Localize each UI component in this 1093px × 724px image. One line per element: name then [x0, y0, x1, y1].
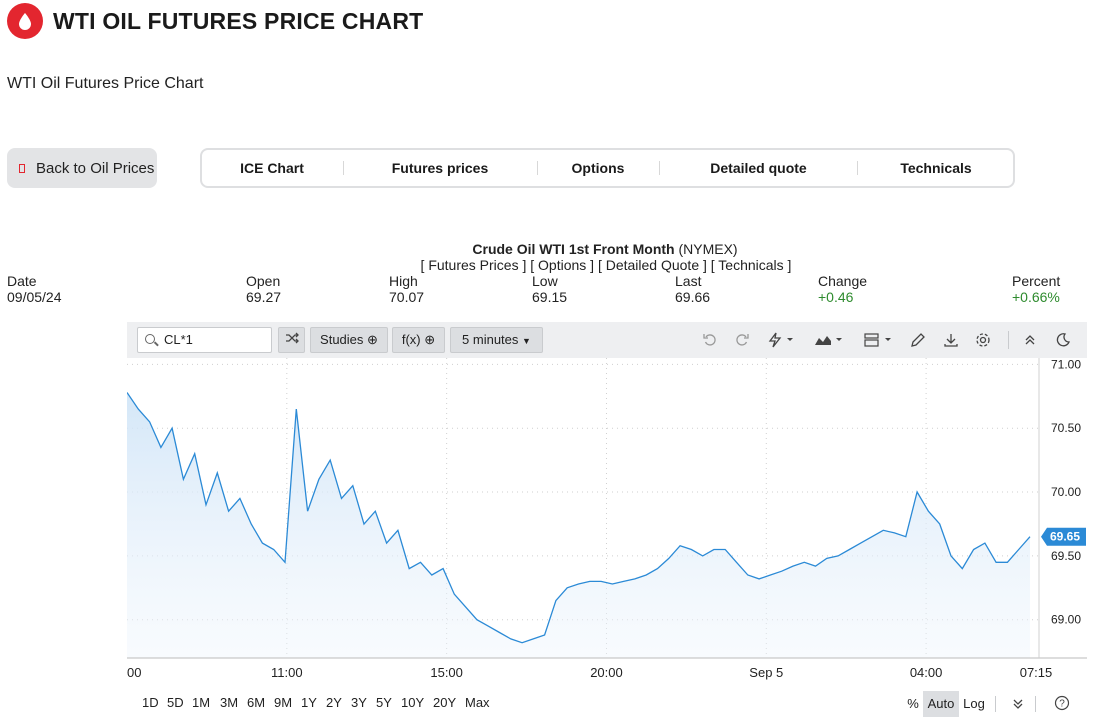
gear-icon[interactable]: [972, 330, 994, 350]
page-subtitle: WTI Oil Futures Price Chart: [7, 75, 204, 92]
tab-divider: [537, 161, 538, 175]
scale-log[interactable]: Log: [963, 696, 985, 711]
quote-open-value: 69.27: [246, 289, 282, 305]
area-chart-icon[interactable]: [813, 330, 847, 350]
range-5y[interactable]: 5Y: [376, 695, 392, 710]
y-tick-label: 69.00: [1051, 613, 1081, 627]
tab-detailed-quote[interactable]: Detailed quote: [710, 160, 807, 176]
tab-technicals[interactable]: Technicals: [900, 160, 972, 176]
current-price-badge: 69.65: [1041, 527, 1086, 546]
quote-high-value: 70.07: [389, 289, 425, 305]
tab-ice-chart[interactable]: ICE Chart: [240, 160, 304, 176]
x-tick-label: 20:00: [590, 665, 623, 680]
svg-text:69.65: 69.65: [1050, 530, 1080, 544]
price-chart[interactable]: 71.00 70.50 70.00 69.50 69.00 00 11:00 15:00 20…: [127, 358, 1087, 686]
range-3y[interactable]: 3Y: [351, 695, 367, 710]
download-icon[interactable]: [940, 330, 962, 350]
range-5d[interactable]: 5D: [167, 695, 184, 710]
quote-percent-label: Percent: [1012, 273, 1061, 289]
y-tick-label: 70.50: [1051, 421, 1081, 435]
bottom-divider: [1035, 696, 1036, 712]
range-6m[interactable]: 6M: [247, 695, 266, 710]
chevron-down-icon: ▼: [522, 336, 531, 346]
help-icon[interactable]: ?: [1054, 695, 1070, 716]
back-to-oil-prices-button[interactable]: Back to Oil Prices: [7, 148, 157, 188]
tab-divider: [857, 161, 858, 175]
range-1d[interactable]: 1D: [142, 695, 159, 710]
quote-low-value: 69.15: [532, 289, 568, 305]
back-arrow-icon: [19, 163, 25, 173]
range-10y[interactable]: 10Y: [401, 695, 425, 710]
price-area: [127, 392, 1030, 658]
x-tick-label: 00: [127, 665, 141, 680]
scale-percent[interactable]: %: [907, 696, 919, 711]
pencil-icon[interactable]: [907, 330, 929, 350]
range-bar: 1D 5D 1M 3M 6M 9M 1Y 2Y 3Y 5Y 10Y 20Y Ma…: [127, 688, 1087, 720]
range-9m[interactable]: 9M: [274, 695, 293, 710]
x-tick-label: 07:15: [1020, 665, 1053, 680]
undo-icon[interactable]: [699, 330, 721, 350]
y-tick-label: 71.00: [1051, 358, 1081, 371]
quote-percent-value: +0.66%: [1012, 289, 1060, 305]
range-20y[interactable]: 20Y: [433, 695, 457, 710]
oil-drop-icon: [7, 3, 43, 39]
price-line: [127, 392, 1031, 644]
tab-bar: ICE Chart Futures prices Options Detaile…: [200, 148, 1015, 188]
symbol-search-input[interactable]: CL*1: [137, 327, 272, 353]
layout-icon[interactable]: [862, 330, 896, 350]
search-icon: [145, 334, 155, 344]
shuffle-icon[interactable]: [278, 327, 305, 353]
scale-auto[interactable]: Auto: [923, 691, 959, 717]
x-tick-label: Sep 5: [749, 665, 783, 680]
range-max[interactable]: Max: [465, 695, 490, 710]
back-button-label: Back to Oil Prices: [36, 159, 155, 177]
quote-change-value: +0.46: [818, 289, 854, 305]
tab-divider: [659, 161, 660, 175]
tab-divider: [343, 161, 344, 175]
x-tick-label: 11:00: [271, 665, 303, 680]
toolbar-divider: [1008, 331, 1009, 349]
symbol-value: CL*1: [164, 332, 193, 347]
quote-date-value: 09/05/24: [7, 289, 62, 305]
quote-last-label: Last: [675, 273, 702, 289]
x-tick-label: 15:00: [430, 665, 463, 680]
chart-toolbar: CL*1 Studies ⊕ f(x) ⊕ 5 minutes ▼: [127, 322, 1087, 358]
range-3m[interactable]: 3M: [220, 695, 239, 710]
quote-links[interactable]: [ Futures Prices ] [ Options ] [ Detaile…: [420, 257, 792, 273]
lightning-icon[interactable]: [765, 330, 799, 350]
quote-low-label: Low: [532, 273, 558, 289]
quote-last-value: 69.66: [675, 289, 711, 305]
bottom-divider: [995, 696, 996, 712]
range-1m[interactable]: 1M: [192, 695, 211, 710]
studies-button[interactable]: Studies ⊕: [310, 327, 388, 353]
interval-select[interactable]: 5 minutes ▼: [450, 327, 543, 353]
dark-mode-icon[interactable]: [1052, 330, 1074, 350]
quote-high-label: High: [389, 273, 418, 289]
y-tick-label: 69.50: [1051, 549, 1081, 563]
quote-open-label: Open: [246, 273, 281, 289]
range-2y[interactable]: 2Y: [326, 695, 342, 710]
svg-text:?: ?: [1059, 699, 1065, 710]
redo-icon[interactable]: [731, 330, 753, 350]
quote-change-label: Change: [818, 273, 868, 289]
add-circle-icon: ⊕: [424, 332, 436, 347]
quote-date-label: Date: [7, 273, 37, 289]
function-button[interactable]: f(x) ⊕: [392, 327, 445, 353]
tab-futures-prices[interactable]: Futures prices: [391, 160, 489, 176]
page-title: WTI OIL FUTURES PRICE CHART: [53, 8, 424, 34]
quote-title: Crude Oil WTI 1st Front Month (NYMEX): [472, 241, 738, 257]
tab-options[interactable]: Options: [571, 160, 625, 176]
collapse-icon[interactable]: [1019, 330, 1041, 350]
y-tick-label: 70.00: [1051, 485, 1081, 499]
double-chevron-down-icon[interactable]: [1011, 697, 1025, 716]
range-1y[interactable]: 1Y: [301, 695, 317, 710]
add-circle-icon: ⊕: [367, 332, 378, 347]
x-tick-label: 04:00: [910, 665, 943, 680]
